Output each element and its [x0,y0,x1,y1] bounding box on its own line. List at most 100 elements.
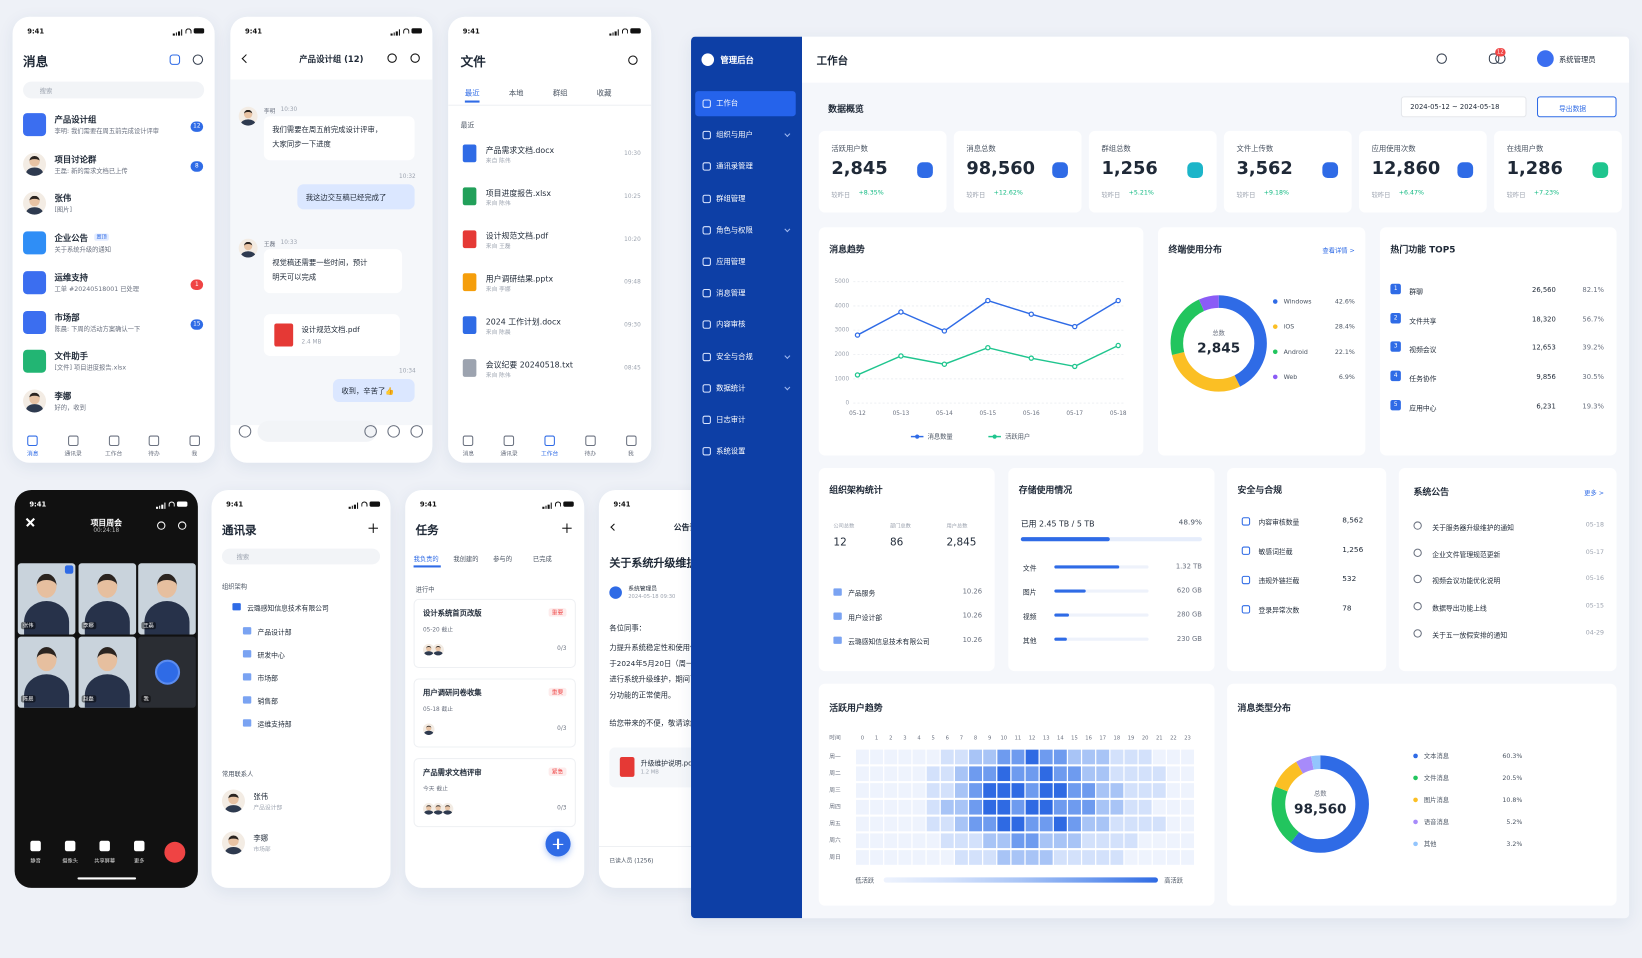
point [854,332,861,338]
nav-item[interactable]: 系统设置 [695,439,796,464]
heat-cell [1181,850,1194,865]
icon [23,349,47,373]
task-progress: 0/3 [557,645,567,653]
storage-value: 280 GB [1176,610,1202,619]
icon [702,194,711,203]
heat-cell [1039,816,1053,832]
nav-item[interactable]: 通讯录管理 [695,154,796,179]
notice-text: 数据导出功能上线 [1432,604,1487,613]
stat-value: 86 [889,537,904,549]
kpi-compare: 较昨日 [966,191,986,199]
nav-item[interactable]: 安全与合规 [695,344,796,369]
icon [410,425,423,438]
kpi-value: 1,286 [1506,158,1563,180]
legend-label: Windows [1284,299,1312,306]
heat-cell [1053,850,1067,865]
heat-cell [1053,766,1067,782]
heat-cell [1152,766,1166,782]
card-title: 存储使用情况 [1018,485,1073,497]
status-time: 9:41 [419,500,437,509]
chat-preview: 王磊: 新的需求文档已上传 [54,167,128,175]
input-box [257,420,377,442]
y-label: 周四 [829,804,841,811]
y-tick-label: 5000 [834,279,849,285]
heat-cell [884,766,898,782]
participant-name: 赵磊 [81,695,96,703]
y-tick-label: 3000 [834,328,849,334]
kpi-compare: 较昨日 [1506,191,1526,199]
x-label: 20 [1142,736,1149,742]
usage-track [1054,613,1149,617]
avatar-head [243,241,253,251]
text: 大家同步一下进度 [272,140,331,149]
heat-cell [1039,749,1053,765]
nav-item[interactable]: 消息管理 [695,281,796,306]
legend-label: 图片消息 [1424,795,1449,804]
chat-name: 文件助手 [54,351,88,362]
x-label: 17 [1099,736,1106,742]
file-time: 10:25 [624,193,641,200]
notice-text: 关于服务器升级维护的通知 [1432,523,1514,532]
heat-cell [940,833,954,849]
legend-dot [1272,374,1278,380]
heat-cell [1096,816,1110,832]
file-time: 08:45 [624,365,641,372]
heat-cell [926,816,940,832]
chat-name: 市场部 [54,312,80,322]
nav-item[interactable]: 数据统计 [695,376,796,401]
security-label: 登录异常次数 [1258,606,1300,615]
chat-name: 张伟 [54,194,72,204]
text: 收到，辛苦了👍 [341,387,395,396]
body [24,674,70,708]
nav-item[interactable]: 群组管理 [695,186,796,211]
nav-item[interactable]: 内容审核 [695,312,796,337]
notice-date: 05-17 [1585,548,1605,556]
icon [585,435,596,447]
value-label: 28.4% [1335,324,1355,331]
head [96,573,117,598]
file-tab: 收藏 [596,88,612,98]
feature-count: 6,231 [1536,401,1556,411]
center-label: 总数 [1314,789,1327,798]
y-label: 周三 [829,787,841,794]
org-row-name: 产品服务 [848,589,876,598]
nav-item[interactable]: 角色与权限 [695,218,796,243]
export-button[interactable]: 导出数据 [1536,96,1617,118]
avatar-head [445,804,451,811]
avatar-body [25,404,44,413]
nav-item[interactable]: 应用管理 [695,249,796,274]
nav-item[interactable]: 工作台 [695,91,796,117]
notice-body-line: 于2024年5月20日（周一）02:00-04:00 [609,659,746,668]
user-name: 系统管理员 [1558,55,1596,64]
avatar [422,643,435,656]
nav-item[interactable]: 组织与用户 [695,123,796,148]
participant-name: 张伟 [20,621,36,630]
icon [27,435,39,447]
value-label: 5.2% [1506,819,1522,826]
feature-count: 18,320 [1532,314,1556,324]
heat-cell [940,816,954,832]
hangup[interactable] [164,841,186,863]
date-picker[interactable]: 2024-05-12 ~ 2024-05-18 [1400,96,1527,118]
feature-count: 9,856 [1536,372,1556,382]
value-label: 6.9% [1339,374,1355,381]
avatar-head [426,804,432,811]
heat-cell [954,833,968,849]
legend-label: Android [1284,349,1308,356]
y-tick-label: 2000 [834,352,849,358]
heat-cell [1096,850,1110,865]
nav-label: 内容审核 [716,320,746,330]
nav-item[interactable]: 日志审计 [695,407,796,432]
x-tick-label: 05-14 [936,411,953,417]
call-duration: 00:24:18 [93,527,120,534]
heat-cell [1152,783,1166,798]
heat-cell [1011,783,1025,798]
heat-cell [1082,749,1096,765]
chat-name: 运维支持 [54,273,88,283]
body [144,600,190,635]
phone-chat: 9:41 产品设计组 (12) 李明 10:30 我们需要在周五前完成设计评审， 大家同步… [230,16,433,463]
heat-cell [1011,766,1025,782]
icon [274,323,294,347]
heat-cell [898,816,912,832]
legend-dot [1413,797,1418,803]
